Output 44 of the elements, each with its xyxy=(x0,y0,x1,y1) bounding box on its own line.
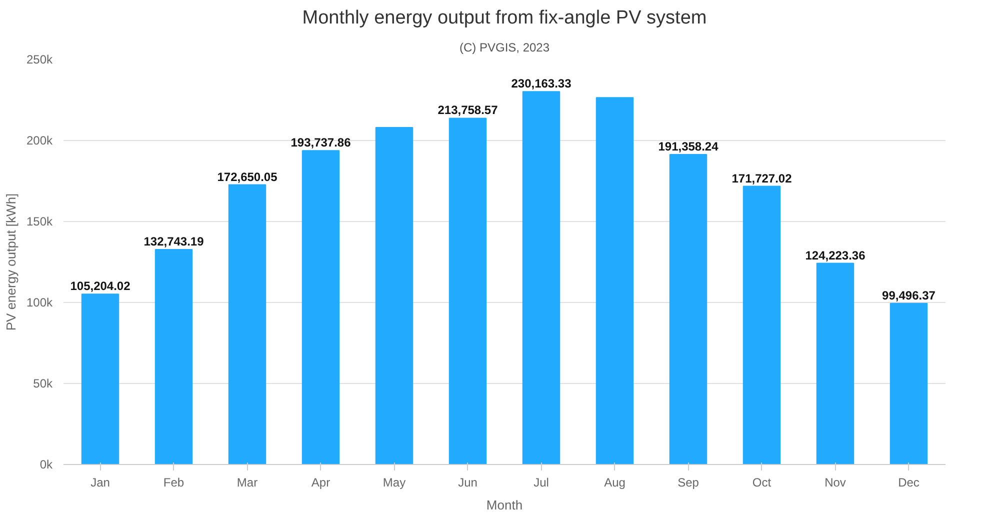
x-tick-label: Feb xyxy=(163,476,184,490)
bar xyxy=(596,97,634,464)
x-tick-label: Mar xyxy=(236,476,258,490)
data-label: 193,737.86 xyxy=(290,136,352,150)
x-tick-label: Oct xyxy=(752,476,772,490)
bar xyxy=(81,294,120,464)
x-tick-label: Jun xyxy=(458,476,478,490)
x-axis-title: Month xyxy=(486,498,523,512)
y-axis-title: PV energy output [kWh] xyxy=(3,193,18,331)
data-label: 191,358.24 xyxy=(658,140,719,154)
bar xyxy=(816,262,854,464)
x-tick-label: Nov xyxy=(824,476,846,490)
bar xyxy=(375,127,414,464)
bar xyxy=(890,302,928,464)
x-tick-label: Apr xyxy=(311,476,330,490)
data-label: 171,727.02 xyxy=(732,171,792,186)
x-tick-label: May xyxy=(382,476,406,490)
bar xyxy=(448,118,487,464)
data-label: 132,743.19 xyxy=(144,234,204,248)
data-label: 124,223.36 xyxy=(805,248,866,262)
y-tick-label: 150k xyxy=(26,214,54,228)
bar xyxy=(522,91,560,464)
bar xyxy=(742,186,781,464)
x-tick-label: Jan xyxy=(90,476,110,490)
y-tick-label: 0k xyxy=(40,458,54,472)
bar xyxy=(228,184,266,464)
data-label: 172,650.05 xyxy=(217,170,278,184)
bar xyxy=(302,150,340,464)
chart-title: Monthly energy output from fix-angle PV system xyxy=(302,8,707,28)
y-tick-label: 200k xyxy=(26,134,54,148)
data-label: 213,758.57 xyxy=(438,103,498,118)
y-tick-label: 100k xyxy=(26,296,54,310)
x-tick-label: Jul xyxy=(534,476,549,490)
bar xyxy=(669,154,708,464)
data-label: 230,163.33 xyxy=(511,76,572,91)
x-tick-label: Sep xyxy=(678,476,700,490)
y-tick-label: 50k xyxy=(33,376,54,390)
bar xyxy=(154,248,193,464)
chart-subtitle: (C) PVGIS, 2023 xyxy=(459,40,550,54)
y-tick-label: 250k xyxy=(26,52,54,66)
x-tick-label: Aug xyxy=(604,476,626,490)
x-tick-label: Dec xyxy=(898,476,920,490)
data-label: 105,204.02 xyxy=(70,279,131,294)
data-label: 99,496.37 xyxy=(882,288,936,302)
